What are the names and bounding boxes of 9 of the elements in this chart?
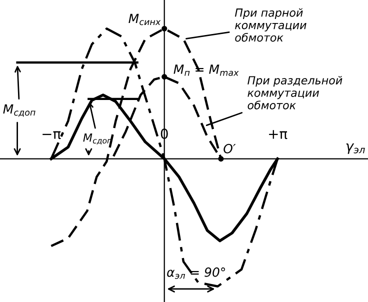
annotation: O′ bbox=[224, 144, 236, 154]
annotation: M$_{cдоп}$ bbox=[3, 104, 36, 117]
text: При парной коммутации обмоток bbox=[234, 8, 306, 42]
text: При раздельной коммутации обмоток bbox=[248, 76, 342, 110]
x-tick-label: +π bbox=[269, 130, 288, 140]
annotation: α$_{эл}$ = 90° bbox=[167, 267, 225, 279]
annotation: M$_{синх}$ bbox=[128, 14, 161, 26]
x-axis-title: γ$_{эл}$ bbox=[346, 143, 365, 154]
x-tick-label: −π bbox=[42, 131, 61, 140]
